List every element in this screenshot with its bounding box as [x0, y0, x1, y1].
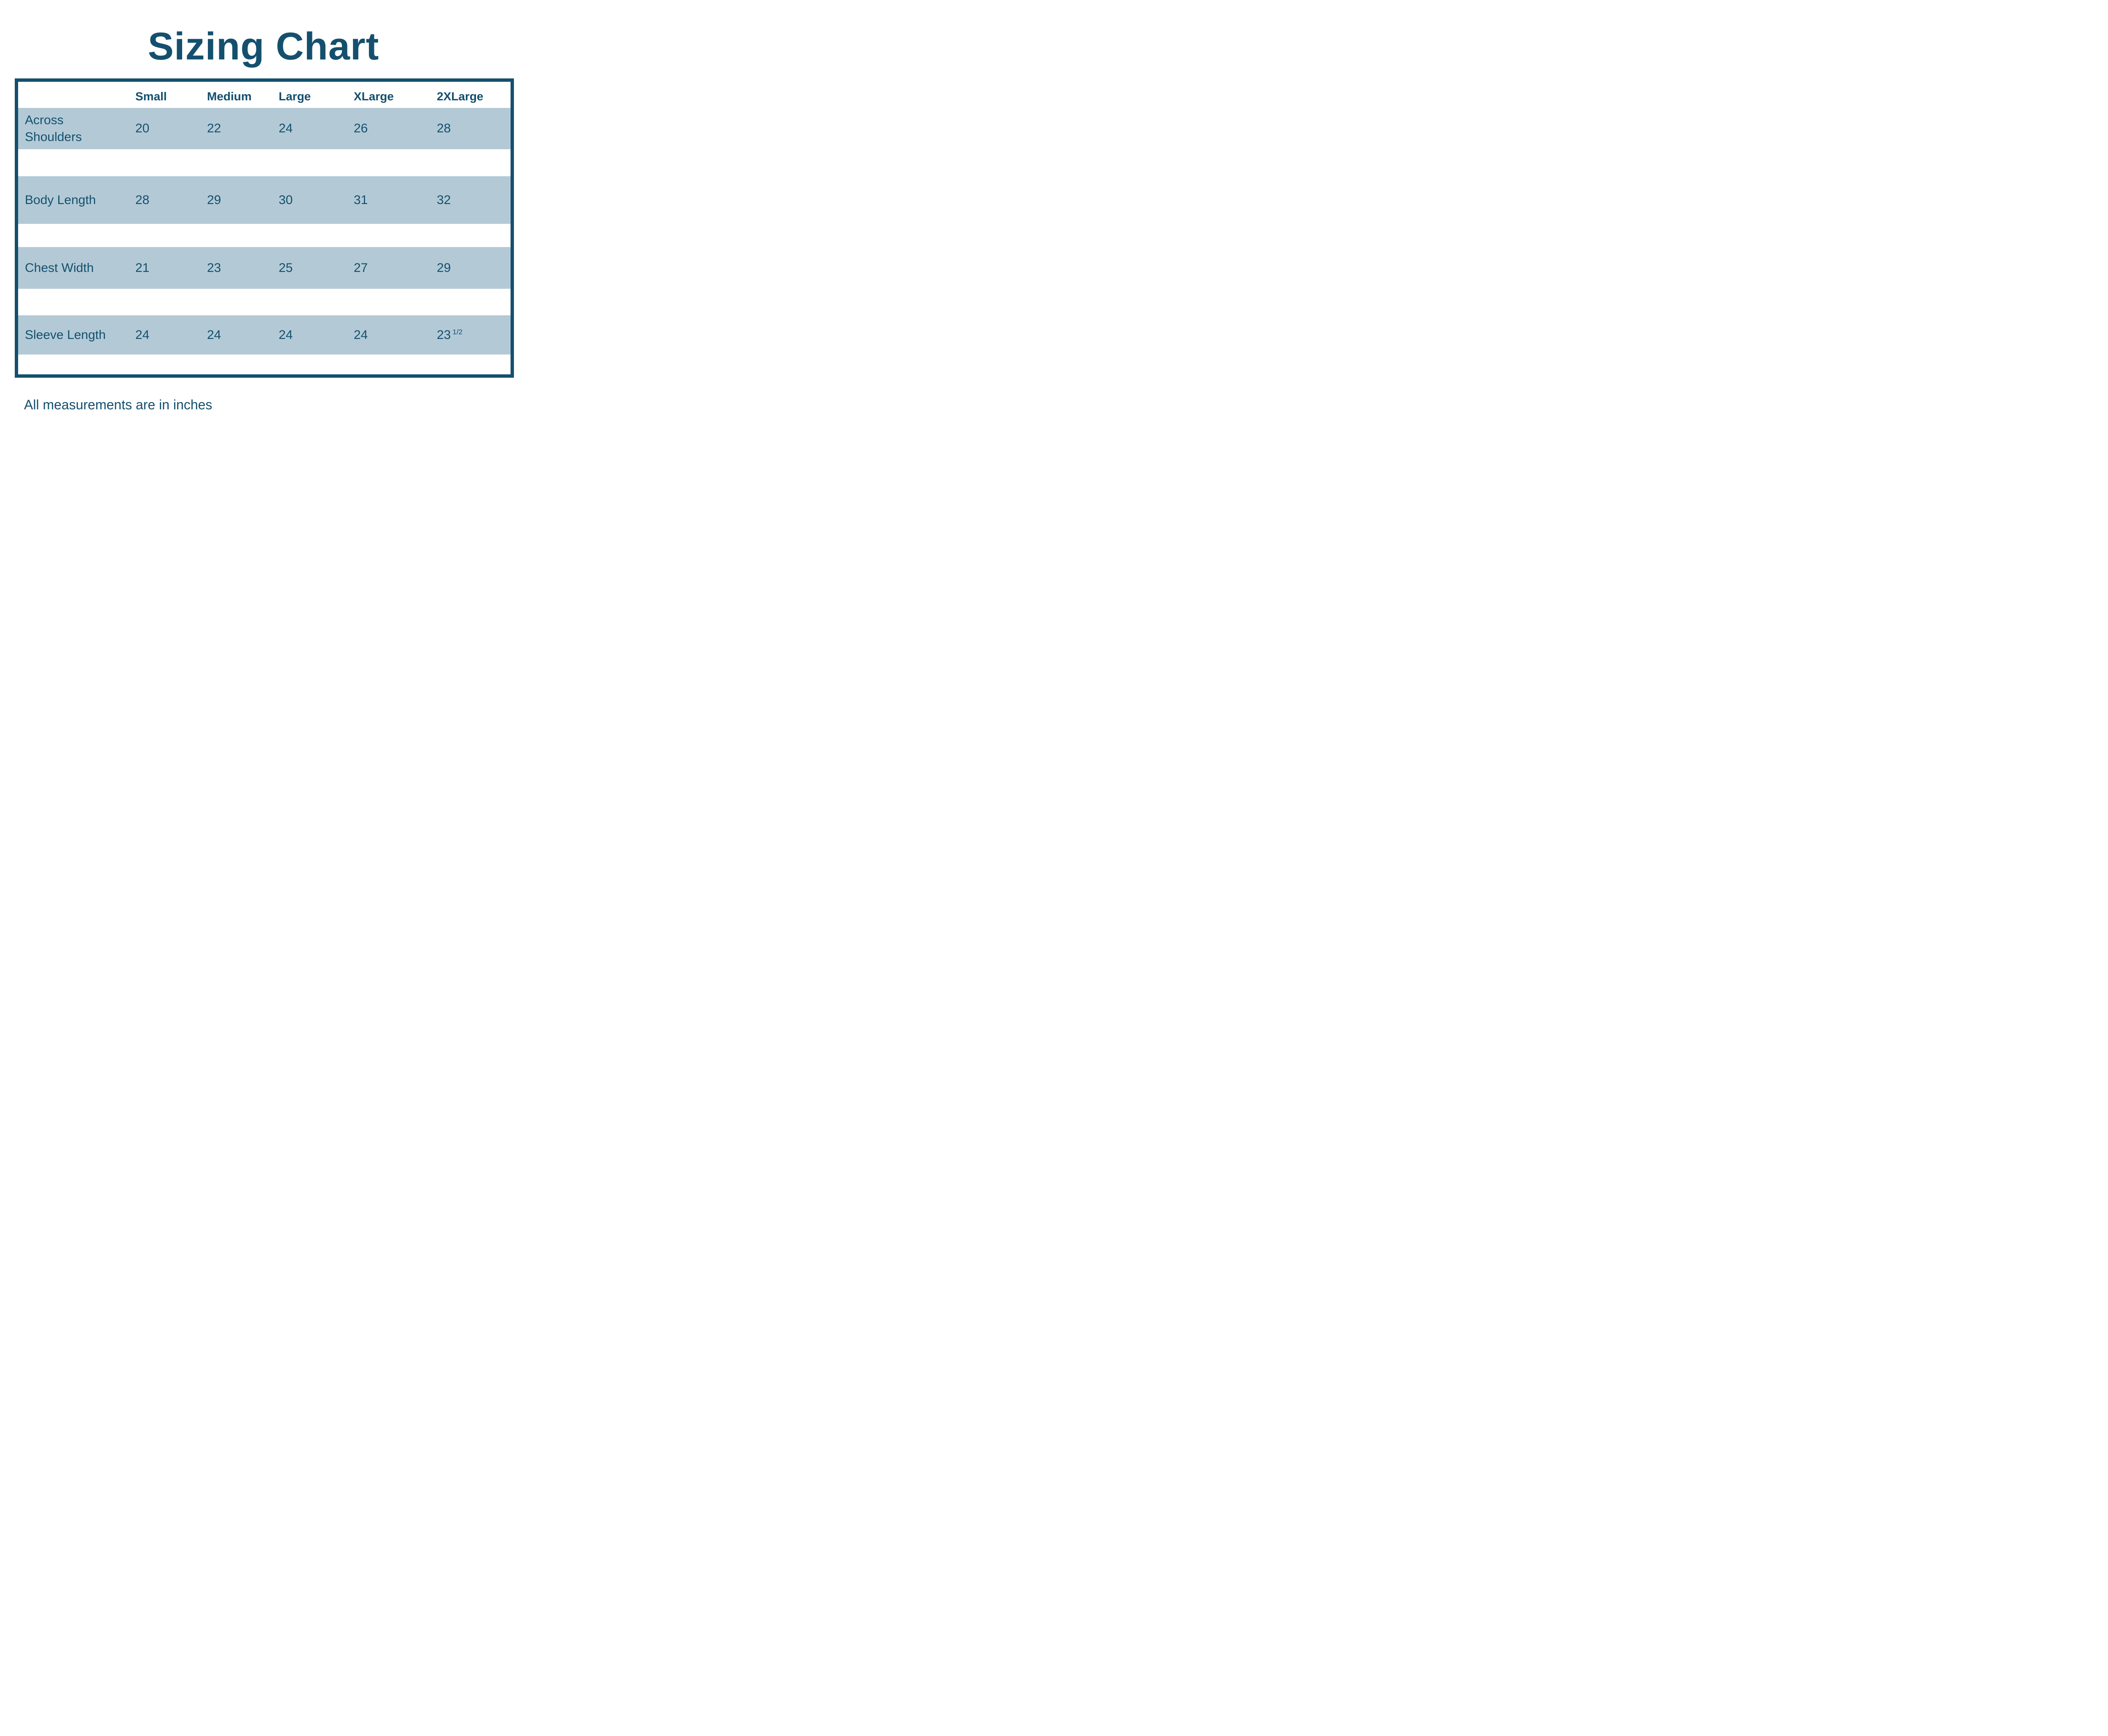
cell-value: 23 1/2: [437, 328, 462, 342]
cell-value: 22: [207, 121, 221, 135]
cell-value: 28: [437, 121, 451, 135]
measurements-note: All measurements are in inches: [24, 397, 212, 412]
column-header-small: Small: [135, 89, 167, 103]
row-label: Chest Width: [25, 261, 94, 275]
cell-value: 25: [279, 261, 293, 275]
cell-value: 24: [354, 328, 368, 342]
cell-value: 21: [135, 261, 150, 275]
cell-value: 23: [207, 261, 221, 275]
table-row-body-length: Body Length 28 29 30 31 32: [18, 176, 511, 224]
cell-value: 26: [354, 121, 368, 135]
table-row-chest-width: Chest Width 21 23 25 27 29: [18, 247, 511, 289]
row-label: Sleeve Length: [25, 328, 106, 342]
page-title: Sizing Chart: [148, 25, 379, 68]
cell-value: 20: [135, 121, 150, 135]
sizing-table: Small Medium Large XLarge 2XLarge Across…: [15, 78, 514, 378]
cell-value: 24: [207, 328, 221, 342]
cell-value-whole: 23: [437, 328, 451, 342]
cell-value: 30: [279, 193, 293, 207]
row-label: Body Length: [25, 193, 96, 207]
cell-value: 32: [437, 193, 451, 207]
table-header-row: Small Medium Large XLarge 2XLarge: [18, 82, 511, 108]
cell-value: 29: [437, 261, 451, 275]
cell-value: 29: [207, 193, 221, 207]
cell-value: 31: [354, 193, 368, 207]
cell-value: 27: [354, 261, 368, 275]
column-header-large: Large: [279, 89, 311, 103]
cell-value: 24: [279, 121, 293, 135]
column-header-xlarge: XLarge: [354, 89, 394, 103]
table-row-across-shoulders: Across Shoulders 20 22 24 26 28: [18, 108, 511, 149]
column-header-2xlarge: 2XLarge: [437, 89, 484, 103]
cell-value: 24: [135, 328, 150, 342]
row-label: Across Shoulders: [25, 113, 82, 144]
cell-value: 24: [279, 328, 293, 342]
sizing-chart-page: Sizing Chart Small Medium Large XLarge 2…: [0, 0, 527, 434]
table-row-sleeve-length: Sleeve Length 24 24 24 24 23 1/2: [18, 315, 511, 355]
column-header-medium: Medium: [207, 89, 252, 103]
cell-value: 28: [135, 193, 150, 207]
cell-value-fraction: 1/2: [452, 328, 463, 336]
